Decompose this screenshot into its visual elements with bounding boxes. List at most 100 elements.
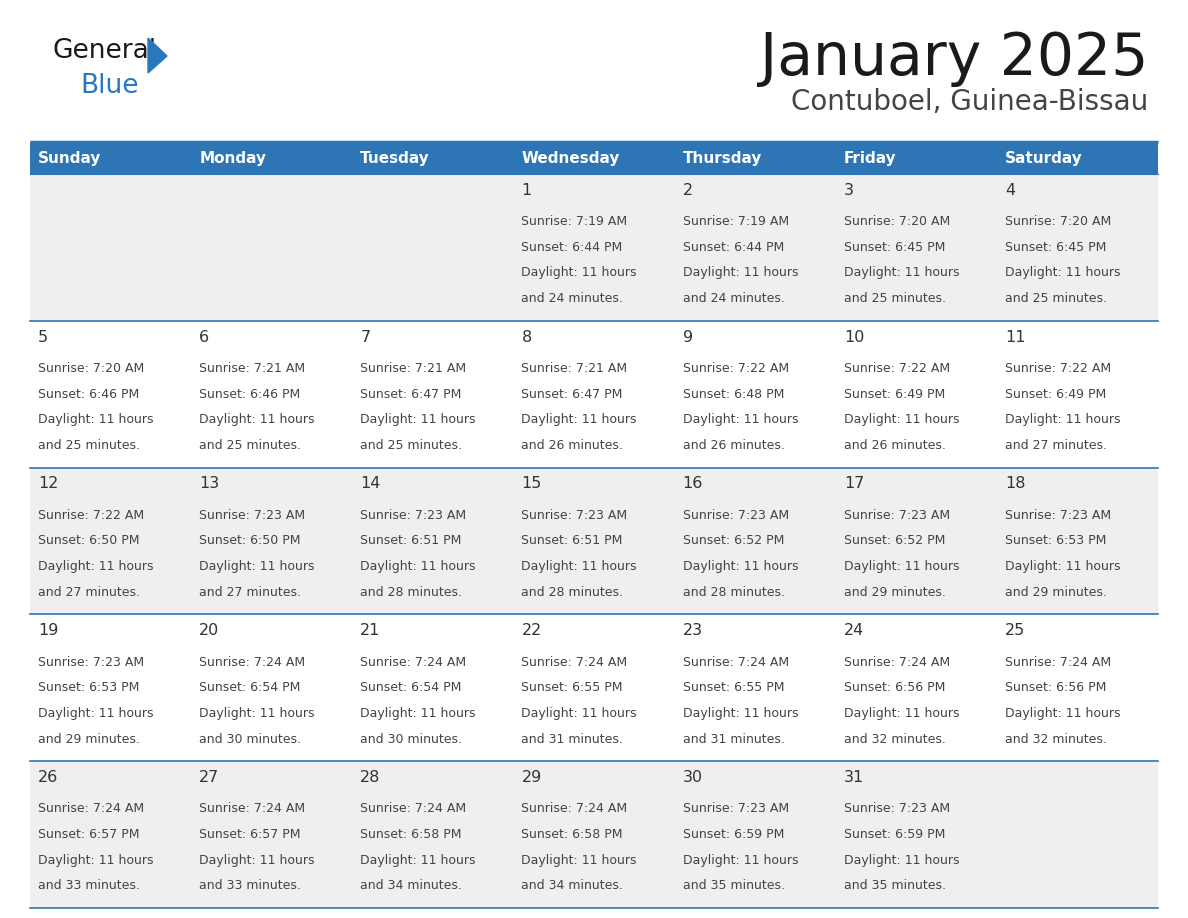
Text: Sunset: 6:50 PM: Sunset: 6:50 PM	[38, 534, 139, 547]
Text: and 35 minutes.: and 35 minutes.	[683, 879, 784, 892]
Text: and 27 minutes.: and 27 minutes.	[200, 586, 302, 599]
Text: and 26 minutes.: and 26 minutes.	[843, 439, 946, 452]
Text: 28: 28	[360, 770, 380, 785]
Text: Daylight: 11 hours: Daylight: 11 hours	[683, 560, 798, 573]
Text: 15: 15	[522, 476, 542, 491]
Text: Sunset: 6:54 PM: Sunset: 6:54 PM	[360, 681, 462, 694]
Text: Sunrise: 7:20 AM: Sunrise: 7:20 AM	[1005, 215, 1111, 228]
Bar	[997, 320, 1158, 467]
Text: Daylight: 11 hours: Daylight: 11 hours	[522, 266, 637, 279]
Text: Wednesday: Wednesday	[522, 151, 620, 165]
Text: 16: 16	[683, 476, 703, 491]
Text: Sunset: 6:57 PM: Sunset: 6:57 PM	[38, 828, 139, 841]
Text: Sunset: 6:59 PM: Sunset: 6:59 PM	[843, 828, 946, 841]
Bar	[353, 467, 513, 614]
Text: Monday: Monday	[200, 151, 266, 165]
Text: Sunrise: 7:19 AM: Sunrise: 7:19 AM	[522, 215, 627, 228]
Text: January 2025: January 2025	[759, 30, 1148, 87]
Bar	[675, 142, 835, 174]
Text: and 31 minutes.: and 31 minutes.	[683, 733, 784, 745]
Text: and 24 minutes.: and 24 minutes.	[522, 292, 624, 305]
Text: Sunset: 6:58 PM: Sunset: 6:58 PM	[360, 828, 462, 841]
Text: Daylight: 11 hours: Daylight: 11 hours	[522, 560, 637, 573]
Bar	[30, 174, 191, 320]
Text: Tuesday: Tuesday	[360, 151, 430, 165]
Text: and 27 minutes.: and 27 minutes.	[38, 586, 140, 599]
Text: Daylight: 11 hours: Daylight: 11 hours	[200, 707, 315, 720]
Text: Sunset: 6:50 PM: Sunset: 6:50 PM	[200, 534, 301, 547]
Bar	[353, 761, 513, 908]
Bar	[997, 761, 1158, 908]
Text: and 28 minutes.: and 28 minutes.	[360, 586, 462, 599]
Text: Sunrise: 7:19 AM: Sunrise: 7:19 AM	[683, 215, 789, 228]
Text: and 35 minutes.: and 35 minutes.	[843, 879, 946, 892]
Text: Sunset: 6:59 PM: Sunset: 6:59 PM	[683, 828, 784, 841]
Bar	[191, 142, 353, 174]
Text: 11: 11	[1005, 330, 1025, 344]
Text: Blue: Blue	[80, 73, 139, 99]
Bar	[191, 761, 353, 908]
Text: Daylight: 11 hours: Daylight: 11 hours	[683, 413, 798, 426]
Bar	[997, 467, 1158, 614]
Text: Daylight: 11 hours: Daylight: 11 hours	[360, 560, 476, 573]
Text: 31: 31	[843, 770, 864, 785]
Text: Sunset: 6:49 PM: Sunset: 6:49 PM	[1005, 387, 1106, 400]
Text: and 30 minutes.: and 30 minutes.	[360, 733, 462, 745]
Text: Sunset: 6:56 PM: Sunset: 6:56 PM	[843, 681, 946, 694]
Text: Sunset: 6:52 PM: Sunset: 6:52 PM	[843, 534, 946, 547]
Bar	[675, 320, 835, 467]
Text: Sunrise: 7:23 AM: Sunrise: 7:23 AM	[843, 802, 950, 815]
Text: and 27 minutes.: and 27 minutes.	[1005, 439, 1107, 452]
Text: and 25 minutes.: and 25 minutes.	[1005, 292, 1107, 305]
Text: Sunrise: 7:23 AM: Sunrise: 7:23 AM	[1005, 509, 1111, 521]
Bar	[353, 614, 513, 761]
Text: 24: 24	[843, 623, 864, 638]
Text: Sunset: 6:58 PM: Sunset: 6:58 PM	[522, 828, 623, 841]
Bar	[675, 174, 835, 320]
Polygon shape	[148, 38, 168, 73]
Bar	[353, 174, 513, 320]
Bar	[513, 467, 675, 614]
Bar	[835, 320, 997, 467]
Text: Sunrise: 7:24 AM: Sunrise: 7:24 AM	[522, 802, 627, 815]
Bar	[997, 142, 1158, 174]
Bar	[835, 614, 997, 761]
Text: and 28 minutes.: and 28 minutes.	[683, 586, 784, 599]
Bar	[675, 614, 835, 761]
Text: 13: 13	[200, 476, 220, 491]
Text: Sunrise: 7:23 AM: Sunrise: 7:23 AM	[360, 509, 467, 521]
Text: 22: 22	[522, 623, 542, 638]
Bar	[675, 467, 835, 614]
Text: 25: 25	[1005, 623, 1025, 638]
Text: Sunrise: 7:21 AM: Sunrise: 7:21 AM	[200, 362, 305, 375]
Text: Daylight: 11 hours: Daylight: 11 hours	[360, 413, 476, 426]
Text: Daylight: 11 hours: Daylight: 11 hours	[1005, 266, 1120, 279]
Bar	[835, 174, 997, 320]
Text: and 25 minutes.: and 25 minutes.	[843, 292, 946, 305]
Text: Saturday: Saturday	[1005, 151, 1082, 165]
Text: Sunset: 6:48 PM: Sunset: 6:48 PM	[683, 387, 784, 400]
Text: and 26 minutes.: and 26 minutes.	[683, 439, 784, 452]
Text: Sunrise: 7:24 AM: Sunrise: 7:24 AM	[360, 802, 467, 815]
Text: Sunset: 6:51 PM: Sunset: 6:51 PM	[360, 534, 462, 547]
Text: Sunrise: 7:24 AM: Sunrise: 7:24 AM	[843, 655, 950, 668]
Text: Sunrise: 7:24 AM: Sunrise: 7:24 AM	[38, 802, 144, 815]
Bar	[353, 320, 513, 467]
Text: Sunrise: 7:24 AM: Sunrise: 7:24 AM	[522, 655, 627, 668]
Text: Daylight: 11 hours: Daylight: 11 hours	[843, 854, 959, 867]
Bar	[30, 142, 191, 174]
Text: Sunrise: 7:20 AM: Sunrise: 7:20 AM	[38, 362, 144, 375]
Text: Sunrise: 7:23 AM: Sunrise: 7:23 AM	[843, 509, 950, 521]
Text: Sunrise: 7:21 AM: Sunrise: 7:21 AM	[360, 362, 467, 375]
Text: Daylight: 11 hours: Daylight: 11 hours	[200, 560, 315, 573]
Text: Friday: Friday	[843, 151, 897, 165]
Text: Sunset: 6:51 PM: Sunset: 6:51 PM	[522, 534, 623, 547]
Text: Daylight: 11 hours: Daylight: 11 hours	[38, 707, 153, 720]
Text: Sunrise: 7:23 AM: Sunrise: 7:23 AM	[683, 509, 789, 521]
Text: Daylight: 11 hours: Daylight: 11 hours	[683, 854, 798, 867]
Text: Sunset: 6:57 PM: Sunset: 6:57 PM	[200, 828, 301, 841]
Text: Sunset: 6:45 PM: Sunset: 6:45 PM	[1005, 241, 1106, 253]
Text: 19: 19	[38, 623, 58, 638]
Bar	[30, 320, 191, 467]
Text: Sunset: 6:54 PM: Sunset: 6:54 PM	[200, 681, 301, 694]
